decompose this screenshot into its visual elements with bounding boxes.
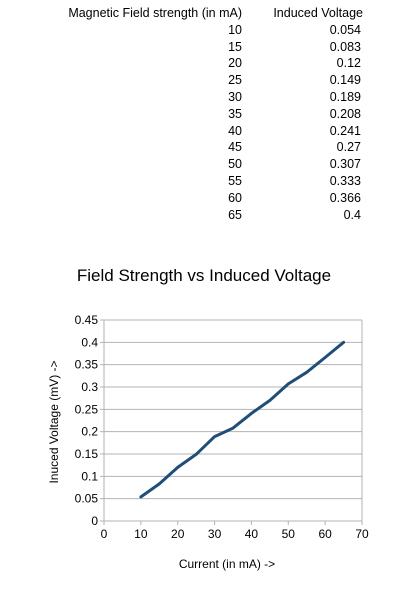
table-header-field-strength: Magnetic Field strength (in mA) — [68, 6, 242, 20]
data-point — [287, 382, 290, 386]
axes — [100, 319, 363, 525]
chart-title: Field Strength vs Induced Voltage — [77, 266, 331, 285]
y-tick-label: 0.3 — [81, 380, 98, 394]
table-cell-field-strength: 65 — [228, 207, 242, 222]
x-tick-label: 40 — [245, 527, 259, 541]
data-point — [139, 495, 143, 499]
table-cell-induced-voltage: 0.149 — [329, 73, 361, 88]
data-point — [194, 453, 198, 456]
x-tick-label: 60 — [318, 527, 332, 541]
y-tick-label: 0.35 — [75, 358, 99, 372]
data-point — [342, 341, 345, 344]
x-tick-label: 30 — [208, 527, 222, 541]
x-tick-label: 50 — [282, 527, 296, 541]
table-cell-field-strength: 60 — [228, 190, 242, 205]
table-cell-induced-voltage: 0.241 — [329, 123, 361, 138]
data-point — [213, 435, 216, 438]
table-cell-induced-voltage: 0.189 — [329, 90, 361, 104]
x-tick-label: 20 — [171, 527, 185, 541]
y-tick-label: 0.25 — [75, 402, 99, 416]
chart: Field Strength vs Induced Voltage 0 0.05 0… — [0, 250, 406, 588]
y-tick-label: 0.4 — [81, 335, 98, 349]
x-tick-label: 10 — [134, 527, 148, 541]
data-point — [158, 482, 161, 486]
table-cell-field-strength: 10 — [228, 22, 242, 37]
table-cell-induced-voltage: 0.333 — [329, 174, 361, 188]
table-cell-field-strength: 30 — [228, 90, 242, 104]
y-tick-label: 0.15 — [75, 447, 99, 461]
series-line-0 — [139, 340, 346, 499]
table-cell-field-strength: 25 — [228, 73, 242, 88]
line-chart: Field Strength vs Induced Voltage 00.050… — [47, 266, 369, 571]
y-tick-label: 0.2 — [81, 425, 98, 439]
series — [139, 340, 346, 499]
table-cell-induced-voltage: 0.366 — [329, 190, 361, 205]
table-cell-induced-voltage: 0.12 — [336, 56, 361, 71]
x-tick-label: 70 — [355, 527, 369, 541]
data-point — [323, 356, 327, 359]
y-tick-label: 0.1 — [81, 469, 98, 483]
table-cell-induced-voltage: 0.054 — [329, 22, 361, 37]
table-cell-field-strength: 40 — [228, 123, 242, 138]
y-tick-label: 0.45 — [75, 313, 99, 327]
table-cell-induced-voltage: 0.307 — [329, 157, 361, 172]
grid — [104, 319, 363, 521]
table-cell-field-strength: 20 — [228, 56, 242, 71]
table-cell-field-strength: 45 — [228, 140, 242, 155]
table-cell-induced-voltage: 0.27 — [336, 140, 361, 155]
data-table: Magnetic Field strength (in mA) Induced V… — [0, 0, 406, 240]
table-cell-induced-voltage: 0.083 — [329, 39, 361, 54]
data-point — [268, 399, 272, 402]
table-cell-field-strength: 15 — [228, 39, 242, 54]
table-cell-field-strength: 55 — [228, 174, 242, 188]
x-axis-label: Current (in mA) -> — [179, 557, 275, 571]
table-cell-induced-voltage: 0.208 — [329, 106, 361, 121]
y-axis-label: Inuced Voltage (mV) -> — [47, 360, 61, 483]
x-tick-label: 0 — [101, 527, 108, 541]
table-cell-field-strength: 50 — [228, 157, 242, 172]
data-point — [176, 466, 179, 469]
data-point — [231, 426, 235, 430]
table-cell-induced-voltage: 0.4 — [343, 207, 361, 222]
y-tick-label: 0.05 — [75, 492, 99, 506]
y-tick-label: 0 — [91, 514, 98, 528]
table-cell-field-strength: 35 — [228, 106, 242, 121]
data-point — [250, 412, 253, 415]
data-point — [305, 371, 308, 374]
tick-labels: 0 0.05 0.1 0.15 0.2 0.25 0.3 0.35 0.4 0.45 0 10 20 30… — [75, 313, 369, 541]
table-header-induced-voltage: Induced Voltage — [273, 6, 363, 20]
